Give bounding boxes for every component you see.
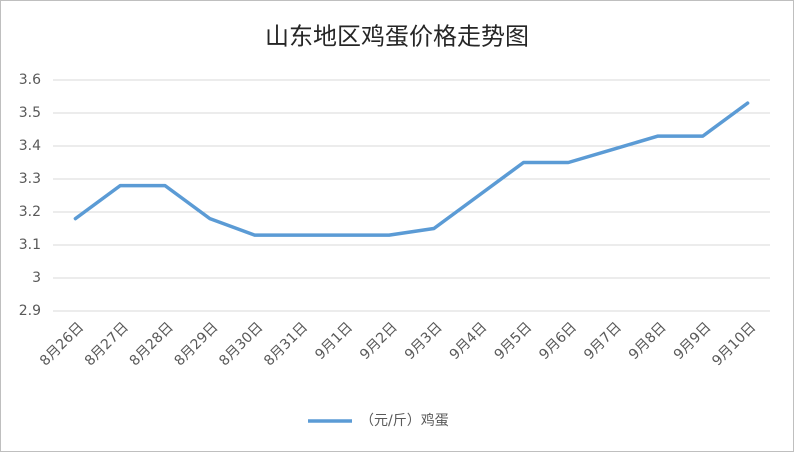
y-tick-label: 2.9: [19, 303, 41, 319]
legend-label: （元/斤）鸡蛋: [360, 412, 449, 429]
y-tick-label: 3.2: [19, 204, 41, 220]
y-tick-label: 3.4: [19, 138, 41, 154]
data-line: [73, 101, 750, 237]
y-tick-label: 3.6: [19, 72, 41, 88]
y-tick-label: 3.5: [19, 105, 41, 121]
y-tick-label: 3: [32, 270, 41, 286]
y-tick-label: 3.3: [19, 171, 41, 187]
y-tick-label: 3.1: [19, 237, 41, 253]
chart-title: 山东地区鸡蛋价格走势图: [265, 23, 529, 51]
